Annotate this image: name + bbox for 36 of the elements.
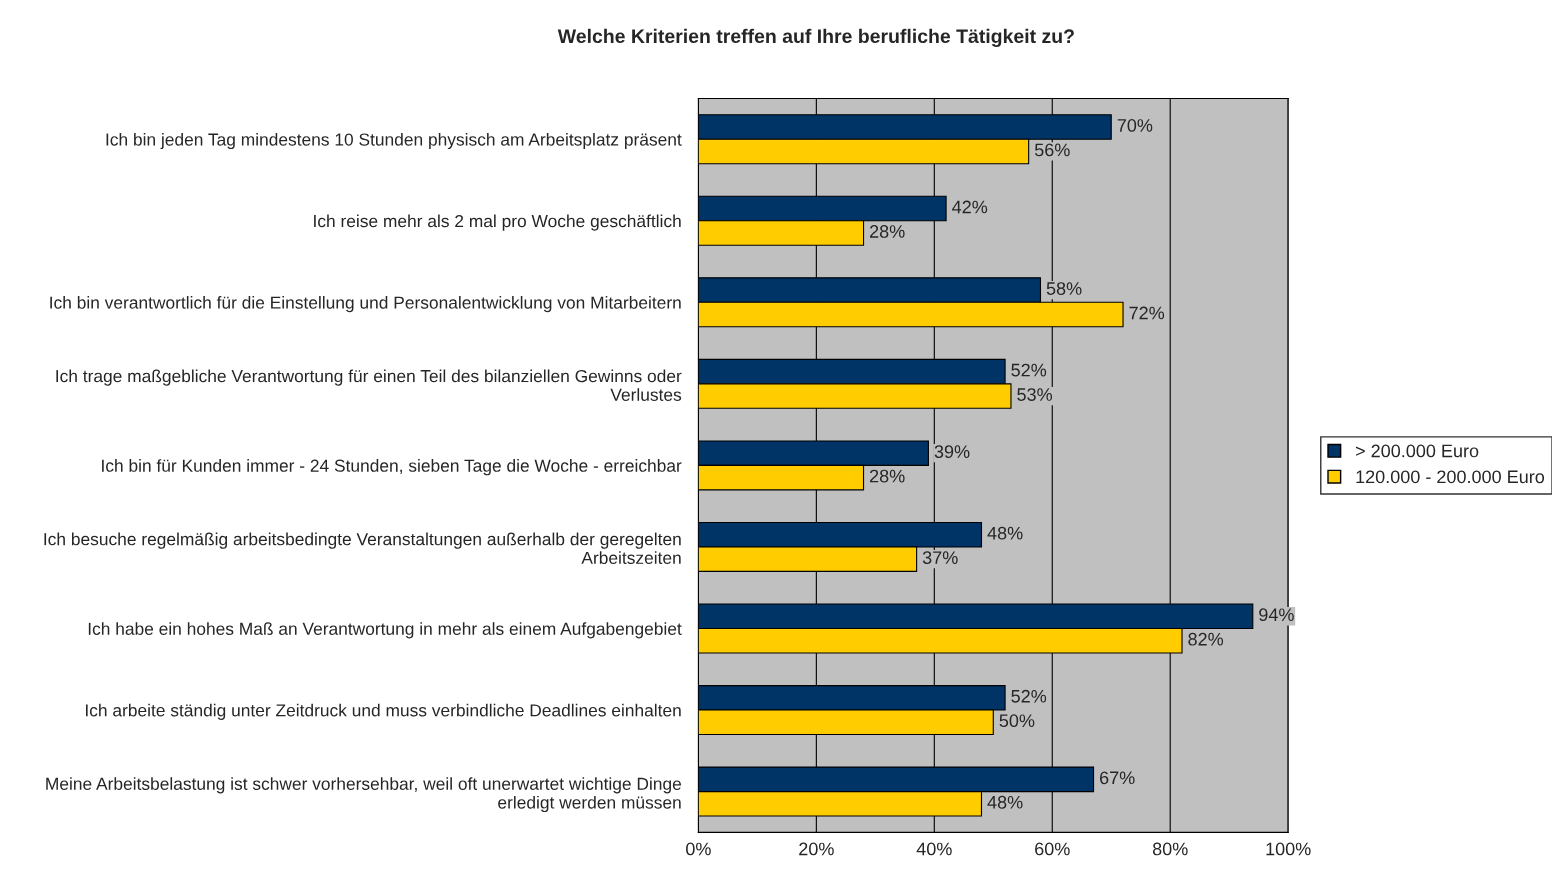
y-tick-label: Ich bin verantwortlich für die Einstellung und Personalentwicklung von Mitarbeitern [50, 296, 681, 313]
data-label: 70% [1117, 119, 1153, 132]
x-tick-label: 100% [1266, 842, 1311, 856]
y-tick-label: Ich bin jeden Tag mindestens 10 Stunden physisch am Arbeitsplatz präsent [106, 132, 682, 150]
y-tick-label: Ich reise mehr als 2 mal pro Woche geschäftlich [314, 214, 681, 231]
data-label: 28% [870, 225, 905, 238]
x-tick-label: 20% [799, 842, 834, 856]
data-label: 42% [952, 200, 988, 214]
data-label: 37% [922, 551, 958, 565]
y-tick-label: Ich besuche regelmäßig arbeitsbedingte Veranstaltungen außerhalb der geregelten Arbeitszeiten [44, 532, 681, 565]
data-label: 72% [1129, 306, 1165, 320]
data-label: 39% [934, 445, 970, 459]
y-tick-label: Ich habe ein hohes Maß an Verantwortung in mehr als einem Aufgabengebiet [88, 622, 682, 639]
x-tick-label: 40% [916, 842, 952, 856]
x-tick-label: 80% [1152, 842, 1188, 856]
y-tick-label: Ich arbeite ständig unter Zeitdruck und muss verbindliche Deadlines einhalten [86, 703, 681, 720]
data-label: 28% [870, 469, 905, 483]
data-label: 56% [1034, 143, 1070, 157]
data-label: 48% [987, 795, 1023, 809]
x-tick-label: 60% [1035, 842, 1070, 856]
legend-label: 120.000 - 200.000 Euro [1356, 470, 1545, 484]
y-tick-label: Meine Arbeitsbelastung ist schwer vorhersehbar, weil oft unerwartet wichtige Dinge erledigt werden müssen [46, 777, 681, 813]
data-label: 52% [1011, 689, 1047, 703]
data-label: 50% [999, 714, 1035, 728]
data-label: 82% [1188, 632, 1224, 646]
legend-label: > 200.000 Euro [1355, 444, 1479, 458]
data-label: 48% [987, 526, 1023, 540]
y-tick-label: Ich trage maßgebliche Verantwortung für einen Teil des bilanziellen Gewinns oder Verlustes [56, 369, 682, 401]
x-tick-label: 0% [686, 842, 711, 856]
y-tick-label: Ich bin für Kunden immer - 24 Stunden, sieben Tage die Woche - erreichbar [102, 459, 682, 476]
data-label: 52% [1011, 363, 1047, 377]
chart-title: Welche Kriterien treffen auf Ihre berufliche Tätigkeit zu? [557, 28, 1074, 48]
data-label: 67% [1100, 771, 1135, 785]
data-label: 58% [1046, 282, 1082, 295]
data-label: 94% [1259, 608, 1294, 622]
data-label: 53% [1017, 388, 1053, 401]
